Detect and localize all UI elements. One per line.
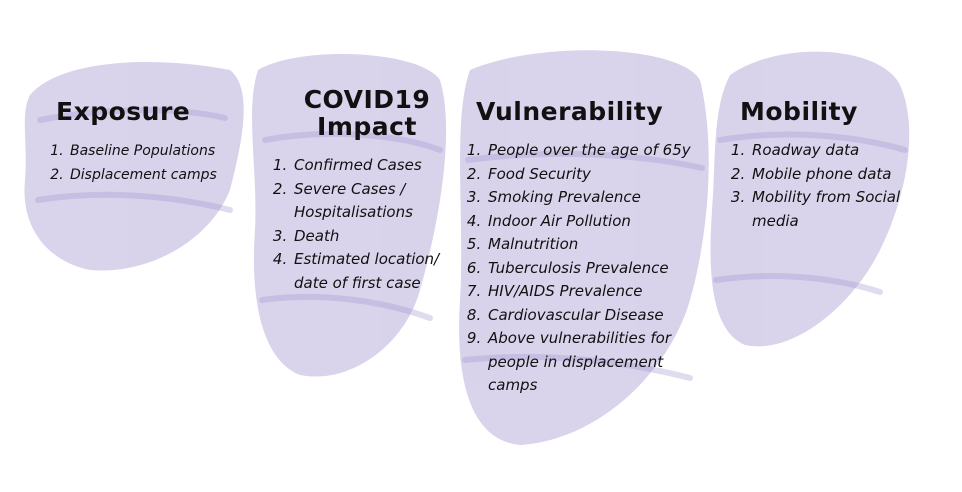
list-item: Death xyxy=(292,225,462,249)
list-item: Tuberculosis Prevalence xyxy=(486,257,716,281)
brush-stroke-mobility xyxy=(710,51,910,347)
column-exposure: Exposure Baseline Populations Displaceme… xyxy=(48,98,238,187)
column-covid19-impact: COVID19 Impact Confirmed Cases Severe Ca… xyxy=(272,86,462,295)
item-list: Confirmed Cases Severe Cases / Hospitali… xyxy=(272,154,462,295)
list-item: Displacement camps xyxy=(68,163,238,187)
list-item: Indoor Air Pollution xyxy=(486,210,716,234)
list-item: Above vulnerabilities for people in disp… xyxy=(486,327,716,398)
column-title: Vulnerability xyxy=(476,97,664,126)
list-item: People over the age of 65y xyxy=(486,139,716,163)
column-title: COVID19 Impact xyxy=(303,85,431,141)
list-item: Baseline Populations xyxy=(68,139,238,163)
list-item: Severe Cases / Hospitalisations xyxy=(292,178,462,225)
list-item: Cardiovascular Disease xyxy=(486,304,716,328)
brush-stroke-covid xyxy=(252,53,447,377)
column-mobility: Mobility Roadway data Mobile phone data … xyxy=(730,98,930,233)
item-list: People over the age of 65y Food Security… xyxy=(466,139,716,398)
list-item: Estimated location/ date of first case xyxy=(292,248,462,295)
brush-stroke-exposure xyxy=(24,62,244,271)
list-item: Malnutrition xyxy=(486,233,716,257)
list-item: Roadway data xyxy=(750,139,930,163)
item-list: Roadway data Mobile phone data Mobility … xyxy=(730,139,930,233)
item-list: Baseline Populations Displacement camps xyxy=(48,139,238,187)
list-item: Smoking Prevalence xyxy=(486,186,716,210)
brush-stroke-vulnerability xyxy=(459,50,709,446)
column-title: Mobility xyxy=(740,97,858,126)
list-item: Mobility from Social media xyxy=(750,186,930,233)
column-vulnerability: Vulnerability People over the age of 65y… xyxy=(466,98,716,398)
column-title: Exposure xyxy=(56,97,191,126)
list-item: Food Security xyxy=(486,163,716,187)
list-item: Mobile phone data xyxy=(750,163,930,187)
list-item: HIV/AIDS Prevalence xyxy=(486,280,716,304)
list-item: Confirmed Cases xyxy=(292,154,462,178)
